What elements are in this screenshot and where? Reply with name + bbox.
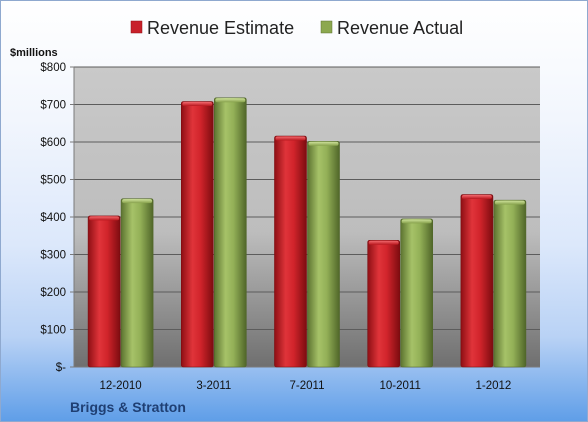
y-tick-label: $400 <box>40 212 66 224</box>
x-tick-label: 1-2012 <box>475 380 511 392</box>
company-name: Briggs & Stratton <box>70 399 186 415</box>
bar-estimate-highlight <box>89 216 120 221</box>
bar-actual <box>400 218 434 368</box>
x-tick-labels: 12-2010 3-2011 7-2011 10-2011 1-2012 <box>99 380 511 392</box>
y-tick-labels: $- $100 $200 $300 $400 $500 $600 $700 $800 <box>40 62 66 374</box>
bar-actual-highlight <box>401 219 432 224</box>
legend-swatch-estimate <box>130 20 143 34</box>
bar-actual <box>307 140 340 368</box>
x-tick-label: 10-2011 <box>380 380 421 392</box>
bar-actual-highlight <box>494 200 525 205</box>
x-tick-label: 3-2011 <box>196 380 231 392</box>
bar-actual <box>120 198 154 368</box>
bars-group <box>87 97 527 368</box>
bar-estimate <box>367 239 401 368</box>
y-tick-label: $700 <box>40 100 66 112</box>
bar-estimate <box>87 215 121 368</box>
legend-label-actual: Revenue Actual <box>337 18 463 38</box>
y-tick-label: $800 <box>40 62 66 74</box>
bar-estimate-highlight <box>461 195 492 199</box>
bar-estimate-highlight <box>368 240 399 245</box>
bar-actual-highlight <box>215 98 246 103</box>
y-tick-label: $- <box>56 362 66 374</box>
unit-label: $millions <box>10 47 58 59</box>
y-tick-label: $600 <box>40 137 66 149</box>
bar-estimate-highlight <box>275 136 306 141</box>
bar-estimate <box>460 194 494 368</box>
y-tick-label: $100 <box>40 325 66 337</box>
bar-actual <box>493 199 527 368</box>
x-tick-label: 12-2010 <box>99 380 141 392</box>
bar-actual-highlight <box>308 141 339 146</box>
y-tick-label: $300 <box>40 250 66 262</box>
bar-actual <box>214 97 247 368</box>
bar-estimate <box>181 101 214 368</box>
legend-label-estimate: Revenue Estimate <box>147 18 294 38</box>
bar-estimate-highlight <box>182 102 213 106</box>
y-tick-label: $500 <box>40 175 66 187</box>
bar-estimate <box>274 135 307 368</box>
y-tick-label: $200 <box>40 287 66 299</box>
legend-swatch-actual <box>320 20 333 34</box>
legend: Revenue Estimate Revenue Actual <box>130 18 463 38</box>
bar-actual-highlight <box>122 199 153 204</box>
x-tick-label: 7-2011 <box>290 380 325 392</box>
